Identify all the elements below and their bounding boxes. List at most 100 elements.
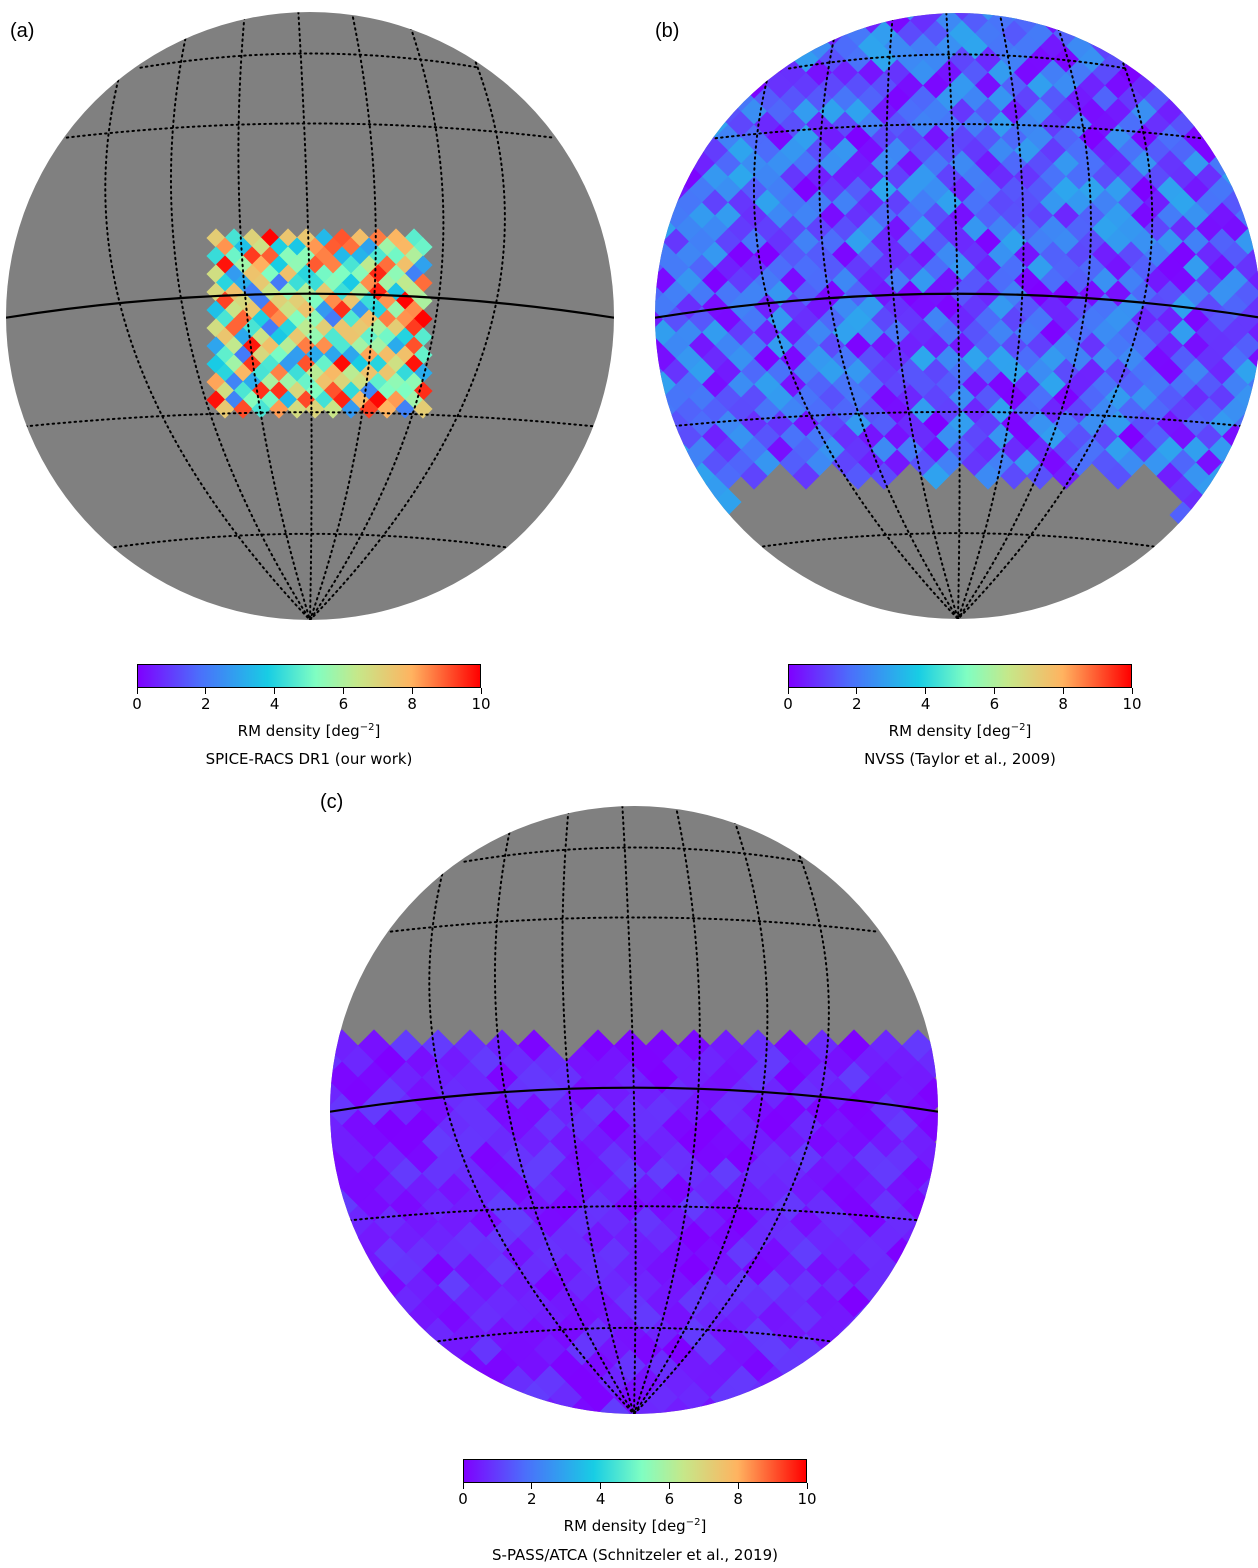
- rm-density-pixel-b: [1117, 397, 1145, 425]
- rm-density-pixel-c: [869, 1093, 903, 1127]
- rm-density-pixel-c: [661, 1045, 695, 1079]
- rm-density-pixel-b: [1195, 501, 1223, 529]
- rm-density-pixel-c: [917, 1077, 938, 1111]
- colorbar-b: [788, 664, 1132, 688]
- rm-density-pixel-b: [1143, 267, 1171, 295]
- rm-density-pixel-b: [1104, 436, 1132, 464]
- rm-density-pixel-c: [789, 1109, 823, 1143]
- parallel-line: [139, 52, 481, 69]
- rm-density-pixel-b: [1130, 150, 1158, 178]
- colorbar-tick-label: 2: [852, 695, 862, 713]
- rm-density-pixel-c: [629, 1365, 663, 1399]
- colorbar-tick-label: 6: [989, 695, 1000, 713]
- rm-density-pixel-c: [773, 1189, 807, 1223]
- rm-density-pixel-b: [1026, 150, 1054, 178]
- rm-density-pixel-b: [1091, 163, 1119, 191]
- rm-density-pixel-c: [517, 1029, 551, 1063]
- rm-density-pixel-b: [1091, 215, 1119, 243]
- rm-density-pixel-b: [1156, 358, 1184, 386]
- rm-density-pixel-c: [837, 1189, 871, 1223]
- rm-density-pixel-c: [725, 1045, 759, 1079]
- rm-density-pixel-b: [1208, 228, 1236, 256]
- rm-density-pixel-c: [773, 1061, 807, 1095]
- colorbar-tick-label: 0: [458, 1490, 468, 1508]
- rm-density-pixel-c: [330, 1381, 359, 1414]
- rm-density-pixel-b: [1156, 13, 1184, 22]
- rm-density-pixel-b: [922, 46, 950, 74]
- rm-density-pixel-b: [675, 111, 703, 139]
- rm-density-pixel-b: [1117, 267, 1145, 295]
- rm-density-pixel-b: [1065, 111, 1093, 139]
- rm-density-pixel-b: [805, 13, 833, 35]
- rm-density-pixel-c: [549, 1381, 583, 1414]
- rm-density-pixel-b: [1169, 397, 1197, 425]
- rm-density-pixel-c: [773, 1221, 807, 1255]
- rm-density-pixel-b: [974, 46, 1002, 74]
- rm-density-pixel-c: [341, 1077, 375, 1111]
- parallel-line: [463, 846, 805, 863]
- rm-density-pixel-b: [1091, 85, 1119, 113]
- rm-density-pixel-c: [805, 1157, 839, 1191]
- rm-density-pixel-c: [789, 1045, 823, 1079]
- rm-density-pixel-b: [1247, 59, 1258, 87]
- rm-density-pixel-c: [597, 1237, 631, 1271]
- rm-density-pixel-c: [405, 1237, 439, 1271]
- rm-density-pixel-b: [792, 13, 820, 22]
- rm-density-pixel-c: [901, 1093, 935, 1127]
- rm-density-pixel-c: [389, 1061, 423, 1095]
- rm-density-pixel-b: [766, 20, 794, 48]
- rm-density-pixel-a: [359, 399, 379, 419]
- rm-density-pixel-b: [1052, 150, 1080, 178]
- rm-density-pixel-b: [922, 462, 950, 490]
- rm-density-pixel-b: [1065, 215, 1093, 243]
- rm-density-pixel-c: [821, 1141, 855, 1175]
- rm-density-pixel-c: [757, 1397, 791, 1414]
- rm-density-pixel-b: [766, 72, 794, 100]
- rm-density-pixel-c: [693, 1141, 727, 1175]
- rm-density-pixel-c: [853, 1365, 887, 1399]
- rm-density-pixel-b: [1182, 46, 1210, 74]
- rm-density-pixel-c: [869, 1381, 903, 1414]
- rm-density-pixel-c: [437, 1141, 471, 1175]
- rm-density-pixel-b: [1091, 111, 1119, 139]
- rm-density-pixel-c: [693, 1269, 727, 1303]
- rm-density-pixel-b: [1195, 319, 1223, 347]
- rm-density-pixel-b: [655, 384, 664, 412]
- rm-density-pixel-c: [501, 1109, 535, 1143]
- rm-density-pixel-c: [389, 1221, 423, 1255]
- colorbar-tick: [1062, 688, 1064, 694]
- rm-density-pixel-b: [1221, 501, 1249, 529]
- rm-density-pixel-b: [688, 46, 716, 74]
- rm-density-pixel-b: [1169, 59, 1197, 87]
- rm-density-pixel-b: [753, 13, 781, 35]
- rm-density-pixel-b: [974, 462, 1002, 490]
- rm-density-pixel-b: [1182, 150, 1210, 178]
- rm-density-pixel-b: [1091, 59, 1119, 87]
- rm-density-pixel-c: [437, 1173, 471, 1207]
- rm-density-pixel-c: [837, 1253, 871, 1287]
- rm-density-pixel-c: [709, 1253, 743, 1287]
- rm-density-pixel-c: [533, 1109, 567, 1143]
- rm-density-pixel-b: [844, 72, 872, 100]
- rm-density-pixel-b: [1143, 345, 1171, 373]
- rm-density-pixel-c: [501, 1397, 535, 1414]
- rm-density-pixel-c: [693, 1173, 727, 1207]
- rm-density-pixel-c: [549, 1125, 583, 1159]
- rm-density-pixel-b: [1117, 215, 1145, 243]
- rm-density-pixel-b: [1221, 241, 1249, 269]
- colorbar-tick: [411, 688, 413, 694]
- rm-density-pixel-b: [1169, 501, 1197, 529]
- rm-density-pixel-c: [613, 1061, 647, 1095]
- rm-density-pixel-c: [869, 1189, 903, 1223]
- rm-density-pixel-b: [1000, 462, 1028, 490]
- rm-density-pixel-b: [655, 176, 664, 204]
- rm-density-pixel-c: [917, 1045, 938, 1079]
- rm-density-pixel-b: [701, 85, 729, 113]
- rm-density-pixel-c: [357, 1317, 391, 1351]
- rm-density-pixel-c: [373, 1045, 407, 1079]
- rm-density-pixel-c: [469, 1173, 503, 1207]
- rm-density-pixel-c: [330, 1205, 343, 1239]
- rm-density-pixel-b: [714, 13, 742, 22]
- rm-density-pixel-c: [709, 1189, 743, 1223]
- rm-density-pixel-b: [1182, 358, 1210, 386]
